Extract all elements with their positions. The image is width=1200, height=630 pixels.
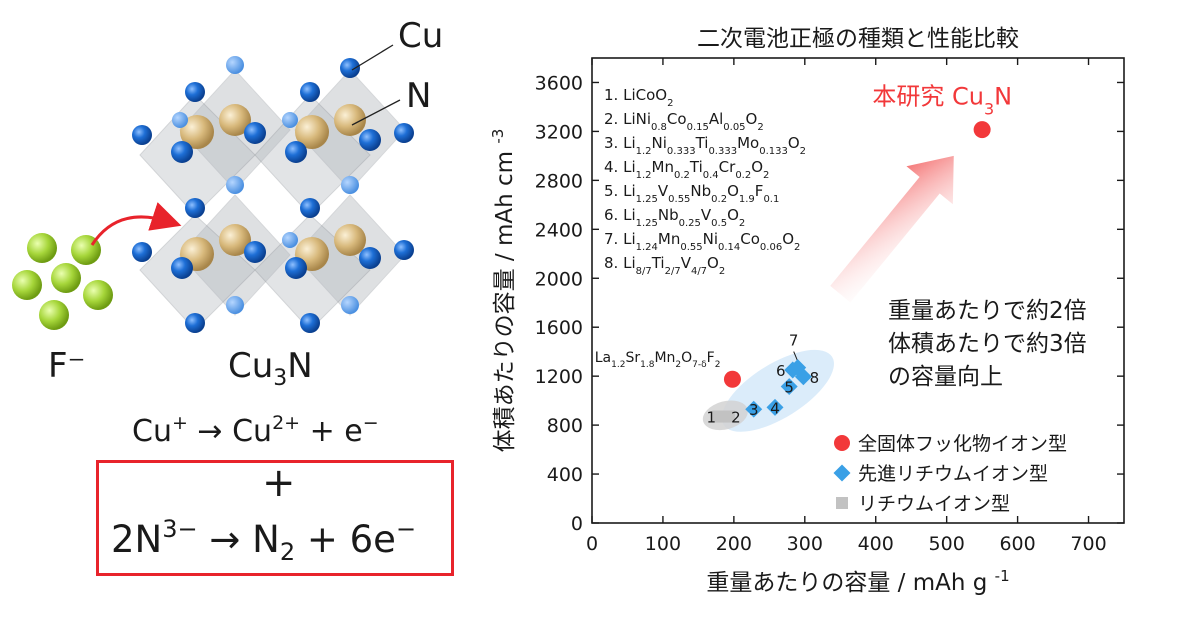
legend-label: 全固体フッ化物イオン型 xyxy=(858,433,1067,455)
data-point-fluoride xyxy=(973,121,991,139)
n-label: N xyxy=(406,76,432,116)
materials-list-item: 5. Li1.25V0.55Nb0.2O1.9F0.1 xyxy=(604,182,779,205)
y-axis-label: 体積あたりの容量 / mAh cm -3 xyxy=(489,129,518,453)
x-tick-label: 300 xyxy=(787,533,823,555)
plus-sign: + xyxy=(262,460,296,506)
materials-list-item: 3. Li1.2Ni0.333Ti0.333Mo0.133O2 xyxy=(604,134,806,157)
materials-list-item: 7. Li1.24Mn0.55Ni0.14Co0.06O2 xyxy=(604,230,800,253)
improvement-text-line: 重量あたりで約2倍 xyxy=(888,298,1087,324)
data-point-label: 3 xyxy=(749,401,759,419)
data-point-fluoride xyxy=(723,370,741,388)
y-tick-label: 2400 xyxy=(535,219,583,241)
x-tick-label: 600 xyxy=(999,533,1035,555)
advanced-li-region xyxy=(721,349,834,432)
data-point-li-ion xyxy=(722,410,735,423)
data-point-label: 2 xyxy=(731,409,741,427)
octahedra-framework xyxy=(139,69,406,331)
nitrogen-redox-box: + 2N3− → N2 + 6e− xyxy=(96,460,454,576)
materials-list-item: 1. LiCoO2 xyxy=(604,86,673,109)
cu-label: Cu xyxy=(398,16,444,56)
improvement-text-line: の容量向上 xyxy=(888,364,1003,390)
y-tick-label: 400 xyxy=(547,464,583,486)
x-tick-label: 0 xyxy=(586,533,598,555)
x-tick-label: 200 xyxy=(716,533,752,555)
y-tick-label: 1600 xyxy=(535,317,583,339)
oxidation-equation-cu: Cu+ → Cu2+ + e− xyxy=(132,412,379,449)
data-point-label: 7 xyxy=(789,332,799,350)
data-point-label: 8 xyxy=(810,369,820,387)
this-work-label: 本研究 Cu3N xyxy=(872,83,1012,119)
x-tick-label: 400 xyxy=(858,533,894,555)
insertion-arrow xyxy=(90,202,182,246)
improvement-arrow xyxy=(830,155,954,303)
y-tick-label: 2800 xyxy=(535,170,583,192)
n-pointer-line xyxy=(351,99,401,126)
materials-list-item: 6. Li1.25Nb0.25V0.5O2 xyxy=(604,206,745,229)
improvement-arrow-shape xyxy=(830,155,954,303)
x-tick-label: 500 xyxy=(929,533,965,555)
data-point-advanced-li xyxy=(780,378,798,396)
data-point-label: 5 xyxy=(784,379,794,397)
data-point-label: 4 xyxy=(770,399,780,417)
y-tick-label: 800 xyxy=(547,415,583,437)
legend-label: 先進リチウムイオン型 xyxy=(858,463,1048,485)
plot-frame xyxy=(591,57,1125,524)
data-point-label: 1 xyxy=(706,409,716,427)
materials-list-item: 4. Li1.2Mn0.2Ti0.4Cr0.2O2 xyxy=(604,158,769,181)
data-point-li-ion xyxy=(712,410,725,423)
x-tick-label: 700 xyxy=(1070,533,1106,555)
materials-list-item: 2. LiNi0.8Co0.15Al0.05O2 xyxy=(604,110,764,133)
cu3n-crystal-illustration xyxy=(12,44,414,333)
oxidation-equation-n: 2N3− → N2 + 6e− xyxy=(111,515,417,566)
legend-marker-advanced-li xyxy=(833,464,851,482)
data-point-label: 6 xyxy=(776,362,786,380)
materials-list-item: 8. Li8/7Ti2/7V4/7O2 xyxy=(604,254,725,277)
compound-label: Cu3N xyxy=(228,346,313,391)
x-tick-label: 100 xyxy=(645,533,681,555)
improvement-text-line: 体積あたりで約3倍 xyxy=(888,331,1087,357)
y-tick-label: 3600 xyxy=(535,72,583,94)
y-tick-label: 1200 xyxy=(535,366,583,388)
legend-marker-fluoride xyxy=(834,435,850,451)
capacity-comparison-chart: 二次電池正極の種類と性能比較 0 100 200 300 400 500 600 700 0 400… xyxy=(489,26,1125,596)
cu-pointer-line xyxy=(351,44,394,71)
fluoride-ions xyxy=(12,233,113,330)
data-point-advanced-li xyxy=(766,398,784,416)
la-sr-mn-label: La1.2Sr1.8Mn2O7-δF2 xyxy=(595,350,721,370)
data-point-advanced-li xyxy=(745,400,763,418)
y-tick-label: 2000 xyxy=(535,268,583,290)
legend-label: リチウムイオン型 xyxy=(858,493,1010,515)
data-point-advanced-li xyxy=(794,368,812,386)
fluoride-label: F⁻ xyxy=(48,346,86,386)
x-axis-label: 重量あたりの容量 / mAh g -1 xyxy=(706,567,1009,596)
copper-atoms xyxy=(132,56,414,333)
y-tick-label: 3200 xyxy=(535,121,583,143)
chart-title: 二次電池正極の種類と性能比較 xyxy=(697,26,1019,52)
y-tick-label: 0 xyxy=(571,513,583,535)
legend-marker-li-ion xyxy=(836,497,848,509)
